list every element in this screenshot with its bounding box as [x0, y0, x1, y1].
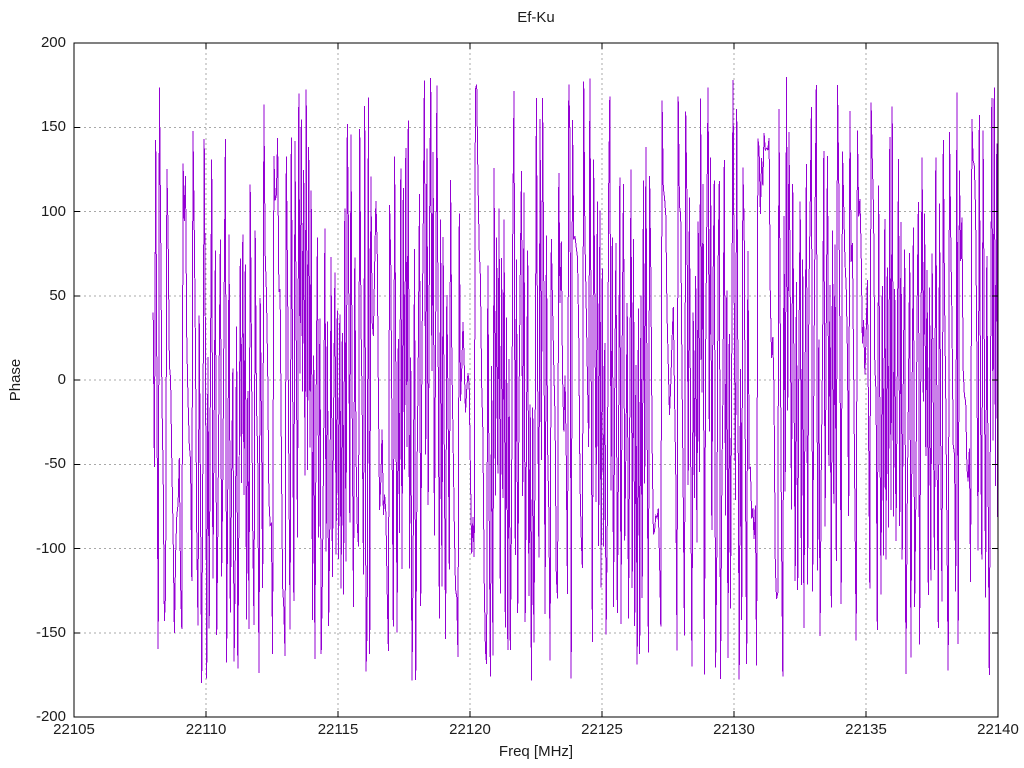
- x-tick-label-22120: 22120: [449, 721, 491, 738]
- phase-trace: [152, 76, 999, 684]
- y-tick-label-100: 100: [40, 202, 66, 220]
- x-axis-label: Freq [MHz]: [498, 743, 574, 760]
- y-tick-label-0: 0: [57, 371, 66, 388]
- y-tick-label--50: -50: [44, 455, 66, 473]
- x-tick-label-22130: 22130: [713, 721, 755, 738]
- y-tick-label--100: -100: [35, 539, 66, 557]
- y-tick-label-50: 50: [49, 286, 66, 304]
- x-tick-label-22115: 22115: [317, 721, 359, 738]
- chart-title: Ef-Ku: [517, 9, 555, 26]
- x-tick-label-22110: 22110: [185, 721, 227, 738]
- y-tick-label-200: 200: [40, 34, 66, 51]
- y-tick-label--150: -150: [35, 623, 66, 641]
- x-tick-label-22135: 22135: [845, 721, 887, 738]
- x-tick-label-22105: 22105: [53, 721, 95, 738]
- y-tick-label-150: 150: [40, 118, 66, 136]
- x-tick-label-22140: 22140: [977, 721, 1019, 738]
- x-tick-label-22125: 22125: [581, 721, 623, 738]
- y-tick-label--200: -200: [35, 708, 66, 725]
